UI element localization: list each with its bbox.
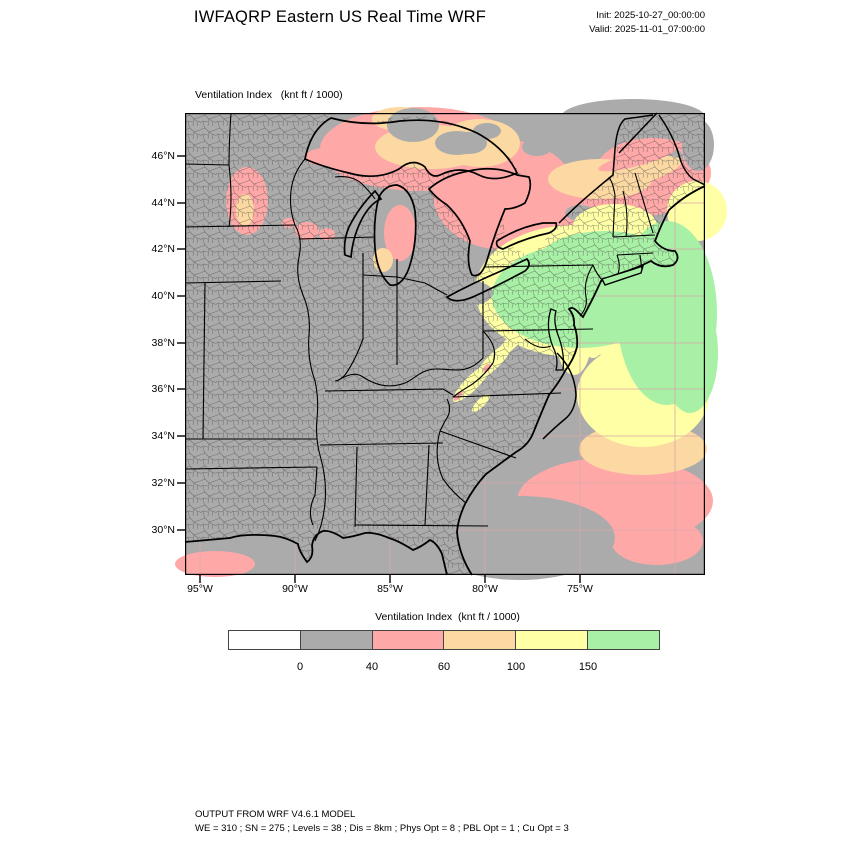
outer-banks [542,352,577,440]
lon-tick-label: 90°W [282,583,308,595]
colorbar-title: Ventilation Index (knt ft / 1000) [375,611,520,623]
lat-tick-label: 44°N [151,197,175,209]
wrf-map [175,99,727,583]
canada-border [558,114,706,224]
colorbar-segment-green [588,631,659,649]
lat-tick-label: 34°N [151,430,175,442]
model-timestamps: Init: 2025-10-27_00:00:00 Valid: 2025-11… [500,9,705,36]
colorbar-tick: 0 [296,661,304,673]
lat-tick-label: 30°N [151,524,175,536]
lat-tick-label: 46°N [151,150,175,162]
map-frame [185,113,705,575]
valid-time: Valid: 2025-11-01_07:00:00 [589,23,705,35]
colorbar-segment-white [229,631,301,649]
lat-tick-label: 32°N [151,477,175,489]
lon-tick-label: 95°W [187,583,213,595]
colorbar-segment-yellow [516,631,589,649]
coastline [184,112,706,576]
colorbar-tick: 150 [578,661,598,673]
colorbar-tick: 100 [506,661,526,673]
county-boundaries [185,113,705,575]
footer-line2: WE = 310 ; SN = 275 ; Levels = 38 ; Dis … [195,822,569,834]
state-borders [184,112,656,542]
lat-tick-label: 38°N [151,337,175,349]
page-title: IWFAQRP Eastern US Real Time WRF [193,8,487,26]
lon-tick-label: 80°W [472,583,498,595]
colorbar [228,630,660,650]
st-lawrence [618,112,658,154]
axis-ticks [177,155,581,583]
footer-line1: OUTPUT FROM WRF V4.6.1 MODEL [195,809,356,820]
footer-model-info: OUTPUT FROM WRF V4.6.1 MODEL WE = 310 ; … [195,808,569,835]
map-plot-area: 46°N 44°N 42°N 40°N 38°N 36°N 34°N 32°N … [152,99,727,595]
field-label: Ventilation Index (knt ft / 1000) [195,89,343,101]
colorbar-segment-gray [300,631,373,649]
lat-tick-label: 40°N [151,290,175,302]
init-time: Init: 2025-10-27_00:00:00 [596,10,705,21]
colorbar-segment-pink [372,631,445,649]
colorbar-segment-tan [444,631,517,649]
colorbar-tick: 40 [365,661,379,673]
lon-tick-label: 75°W [567,583,593,595]
lon-tick-label: 85°W [377,583,403,595]
lat-tick-label: 42°N [151,243,175,255]
lat-tick-label: 36°N [151,383,175,395]
colorbar-tick: 60 [437,661,451,673]
